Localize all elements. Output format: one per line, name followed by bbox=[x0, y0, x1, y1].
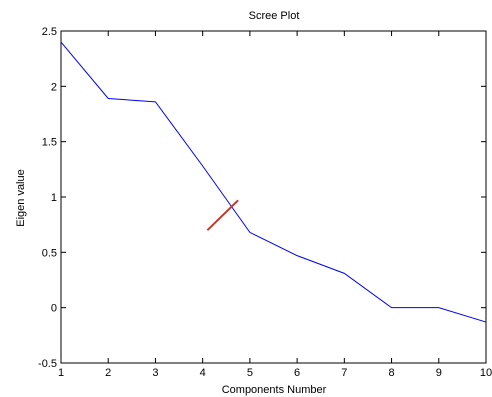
data-point bbox=[485, 321, 488, 324]
x-tick-label: 4 bbox=[200, 367, 206, 379]
y-axis-label: Eigen value bbox=[15, 169, 27, 227]
y-tick-label: 2 bbox=[51, 81, 57, 93]
y-tick-label: 0 bbox=[51, 303, 57, 315]
y-tick-label: -0.5 bbox=[38, 358, 57, 370]
data-point bbox=[343, 272, 346, 275]
x-axis-label: Components Number bbox=[222, 384, 327, 396]
y-tick-label: 1 bbox=[51, 192, 57, 204]
plot-area-frame bbox=[60, 30, 487, 364]
x-tick-label: 3 bbox=[152, 367, 158, 379]
data-point bbox=[296, 254, 299, 257]
series-line bbox=[60, 41, 487, 323]
data-point bbox=[437, 306, 440, 309]
data-point bbox=[201, 165, 204, 168]
elbow-annotation-line bbox=[206, 199, 239, 231]
x-tick-label: 1 bbox=[58, 367, 64, 379]
x-tick-label: 5 bbox=[247, 367, 253, 379]
x-tick-label: 7 bbox=[341, 367, 347, 379]
data-point bbox=[107, 97, 110, 100]
chart-title: Scree Plot bbox=[249, 10, 300, 22]
y-tick-label: 0.5 bbox=[42, 247, 57, 259]
x-tick-label: 10 bbox=[480, 367, 492, 379]
x-tick-label: 8 bbox=[388, 367, 394, 379]
x-tick-label: 2 bbox=[105, 367, 111, 379]
y-tick-label: 2.5 bbox=[42, 26, 57, 38]
x-tick-label: 6 bbox=[294, 367, 300, 379]
data-point bbox=[390, 306, 393, 309]
data-point bbox=[60, 41, 63, 44]
data-point bbox=[248, 231, 251, 234]
x-tick-label: 9 bbox=[436, 367, 442, 379]
y-tick-label: 1.5 bbox=[42, 137, 57, 149]
data-point bbox=[154, 100, 157, 103]
